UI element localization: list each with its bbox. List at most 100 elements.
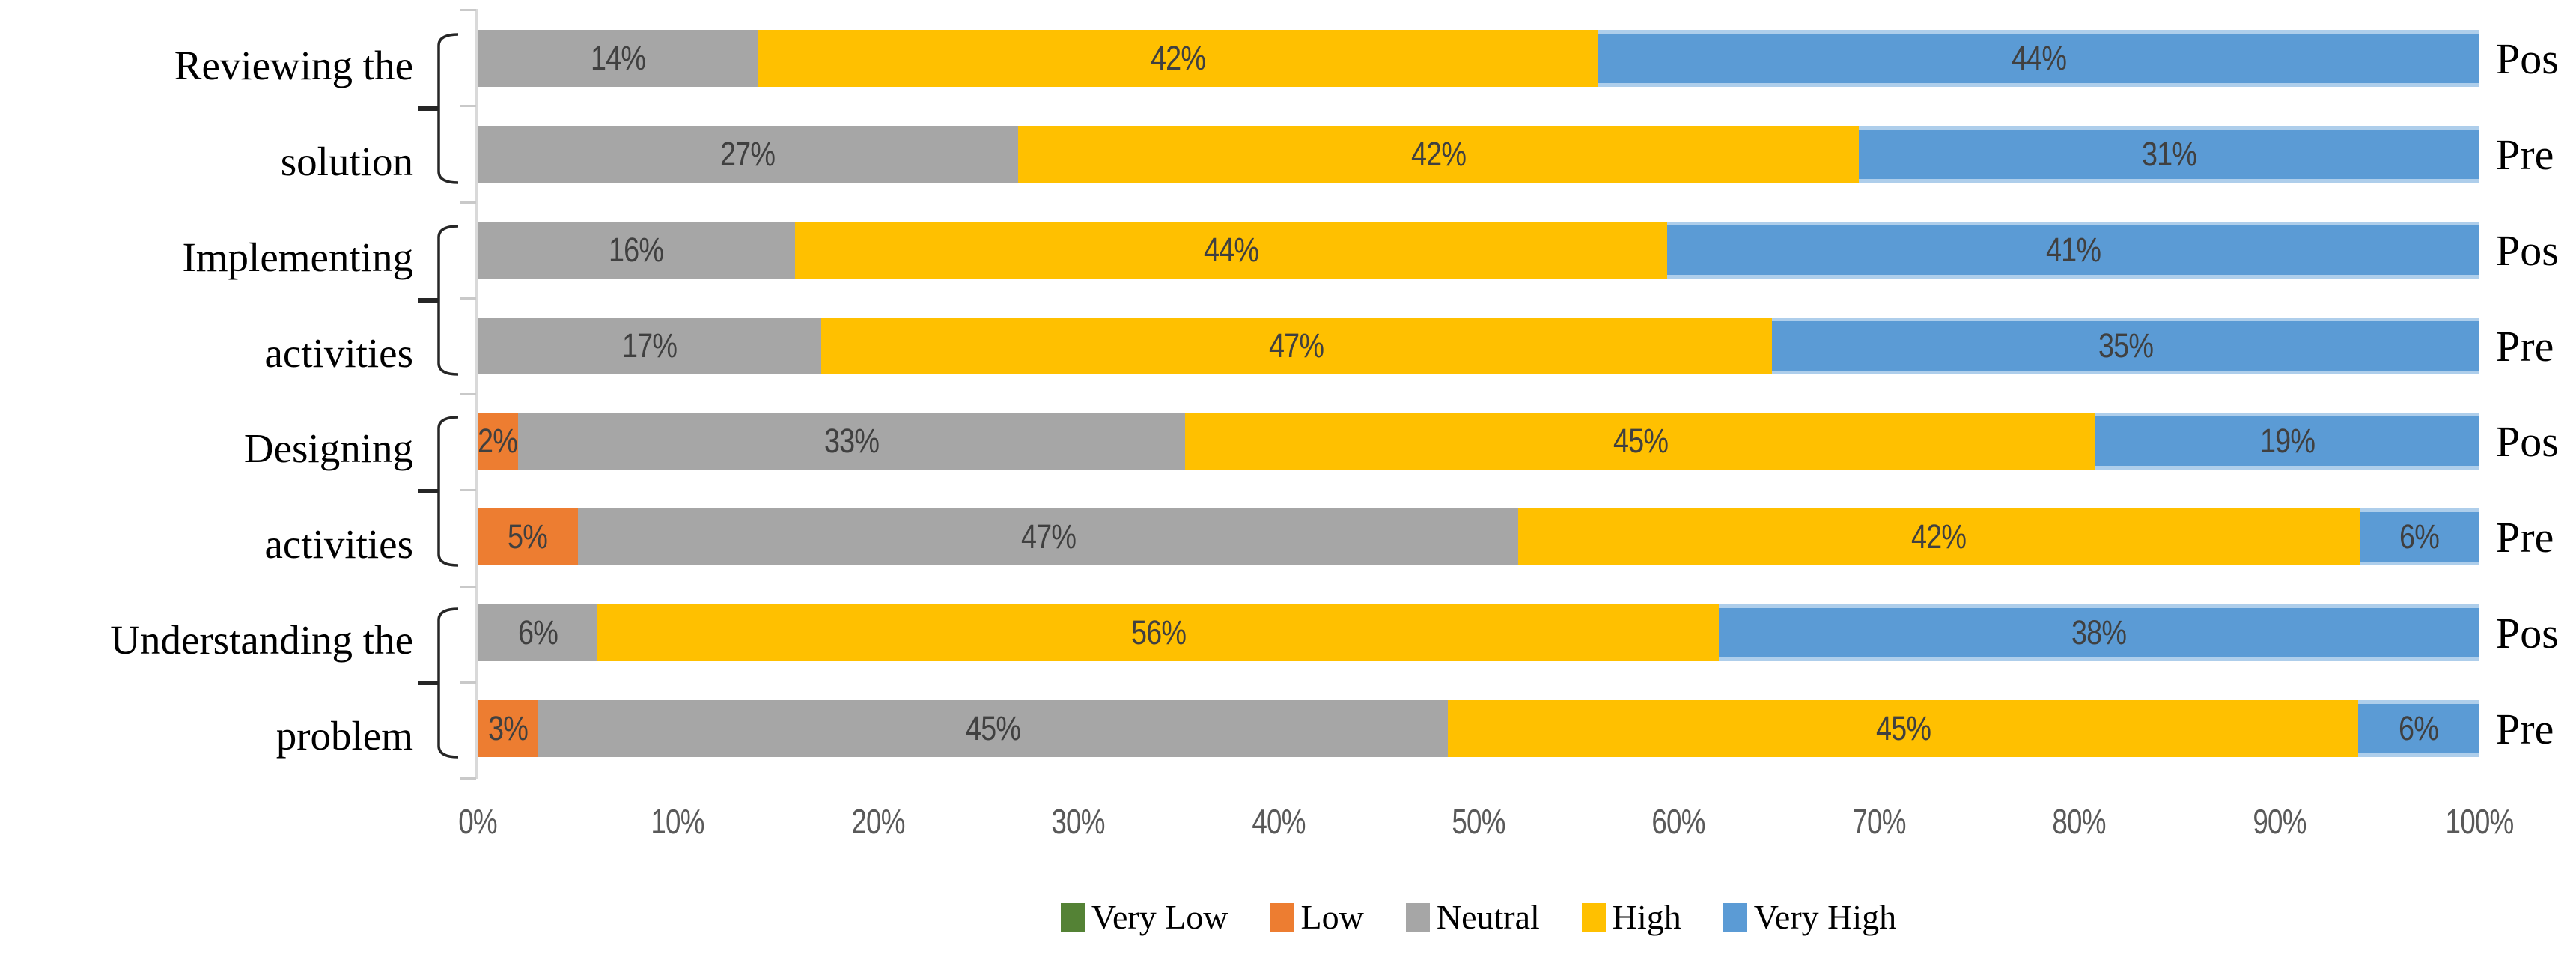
data-label: 56% [1130, 613, 1187, 651]
segment-low: 3% [478, 700, 539, 757]
segment-very-high: 38% [1718, 604, 2479, 661]
data-label: 6% [517, 613, 558, 651]
category-label-designing-activities-line1: Designing [243, 425, 413, 471]
data-label: 19% [2259, 422, 2315, 460]
axis-tick-mark [460, 586, 476, 588]
x-tick-label-90: 90% [2253, 802, 2306, 841]
x-tick-label-0: 0% [458, 802, 497, 841]
legend-item-high: High [1581, 897, 1681, 937]
segment-high: 47% [821, 318, 1772, 374]
axis-tick-mark [460, 105, 476, 107]
legend-label-very-high: Very High [1753, 898, 1897, 936]
x-tick-label-60: 60% [1651, 802, 1705, 841]
data-label: 6% [2399, 709, 2439, 747]
segment-high: 45% [1185, 413, 2095, 470]
segment-very-high: 41% [1666, 222, 2479, 279]
x-tick-label-100: 100% [2445, 802, 2515, 841]
category-label-understanding-the-problem-line2: problem [275, 713, 413, 759]
bar-understanding-the-problem-pre: 3% 45% 45% 6% [478, 700, 2479, 757]
segment-high: 56% [597, 604, 1719, 661]
legend-item-very-high: Very High [1723, 897, 1896, 937]
bar-designing-activities-pos: 2% 33% 45% 19% [478, 413, 2479, 470]
data-label: 27% [720, 135, 776, 173]
category-axis-line [475, 9, 478, 779]
category-label-implementing-activities-line2: activities [264, 330, 413, 376]
row-label-implementing-activities-pos: Pos [2496, 225, 2559, 275]
x-tick-label-20: 20% [851, 802, 905, 841]
segment-neutral: 17% [478, 318, 822, 374]
axis-tick-mark [460, 777, 476, 780]
data-label: 42% [1151, 39, 1206, 77]
legend-swatch-high [1581, 902, 1606, 932]
x-tick-label-40: 40% [1252, 802, 1306, 841]
segment-very-high: 6% [2359, 508, 2479, 565]
row-label-designing-activities-pos: Pos [2496, 416, 2559, 466]
bar-implementing-activities-pos: 16% 44% 41% [478, 222, 2479, 279]
legend-swatch-very-high [1723, 902, 1747, 932]
data-label: 45% [1875, 709, 1931, 747]
x-tick-label-70: 70% [1852, 802, 1906, 841]
legend-label-neutral: Neutral [1436, 898, 1540, 936]
segment-neutral: 47% [577, 508, 1519, 565]
row-label-designing-activities-pre: Pre [2496, 512, 2554, 562]
axis-tick-mark [460, 9, 476, 11]
x-tick-label-10: 10% [651, 802, 704, 841]
segment-very-high: 31% [1859, 126, 2479, 183]
bar-designing-activities-pre: 5% 47% 42% 6% [478, 508, 2479, 565]
segment-very-high: 35% [1771, 318, 2479, 374]
category-label-reviewing-the-solution-line2: solution [280, 139, 413, 184]
data-label: 38% [2071, 613, 2127, 651]
data-label: 47% [1020, 517, 1077, 556]
data-label: 3% [488, 709, 529, 747]
data-label: 14% [590, 39, 646, 77]
segment-low: 2% [478, 413, 518, 470]
data-label: 44% [1203, 231, 1258, 269]
legend-item-low: Low [1270, 897, 1364, 937]
data-label: 2% [478, 422, 519, 460]
data-label: 45% [966, 709, 1021, 747]
data-label: 16% [609, 231, 664, 269]
axis-tick-mark [460, 393, 476, 395]
legend-label-high: High [1612, 898, 1681, 936]
group-bracket-understanding-the-problem [418, 607, 459, 759]
segment-neutral: 45% [538, 700, 1449, 757]
segment-high: 42% [1017, 126, 1860, 183]
legend-swatch-neutral [1405, 902, 1430, 932]
axis-tick-mark [460, 297, 476, 300]
legend-item-very-low: Very Low [1060, 897, 1228, 937]
data-label: 31% [2141, 135, 2197, 173]
bar-understanding-the-problem-pos: 6% 56% 38% [478, 604, 2479, 661]
legend-label-low: Low [1300, 898, 1364, 936]
row-label-understanding-the-problem-pre: Pre [2496, 704, 2554, 753]
segment-neutral: 6% [478, 604, 598, 661]
data-label: 44% [2012, 39, 2067, 77]
segment-neutral: 27% [478, 126, 1018, 183]
data-label: 42% [1410, 135, 1467, 173]
row-label-reviewing-the-solution-pos: Pos [2496, 34, 2559, 83]
data-label: 45% [1613, 422, 1668, 460]
segment-high: 44% [794, 222, 1667, 279]
legend-label-very-low: Very Low [1091, 898, 1228, 936]
data-label: 41% [2045, 231, 2101, 269]
axis-tick-mark [460, 489, 476, 491]
legend-swatch-very-low [1060, 902, 1085, 932]
bar-implementing-activities-pre: 17% 47% 35% [478, 318, 2479, 374]
segment-low: 5% [478, 508, 578, 565]
row-label-implementing-activities-pre: Pre [2496, 321, 2554, 371]
data-label: 42% [1911, 517, 1967, 556]
data-label: 17% [622, 326, 678, 365]
x-tick-label-30: 30% [1051, 802, 1105, 841]
data-label: 5% [508, 517, 548, 556]
axis-tick-mark [460, 201, 476, 204]
legend-item-neutral: Neutral [1405, 897, 1540, 937]
segment-neutral: 16% [478, 222, 795, 279]
bar-reviewing-the-solution-pre: 27% 42% 31% [478, 126, 2479, 183]
x-tick-label-80: 80% [2052, 802, 2106, 841]
group-bracket-reviewing-the-solution [418, 33, 459, 184]
legend-swatch-low [1270, 902, 1294, 932]
group-bracket-designing-activities [418, 416, 459, 567]
data-label: 33% [824, 422, 880, 460]
category-label-designing-activities-line2: activities [264, 521, 413, 567]
x-tick-label-50: 50% [1452, 802, 1505, 841]
